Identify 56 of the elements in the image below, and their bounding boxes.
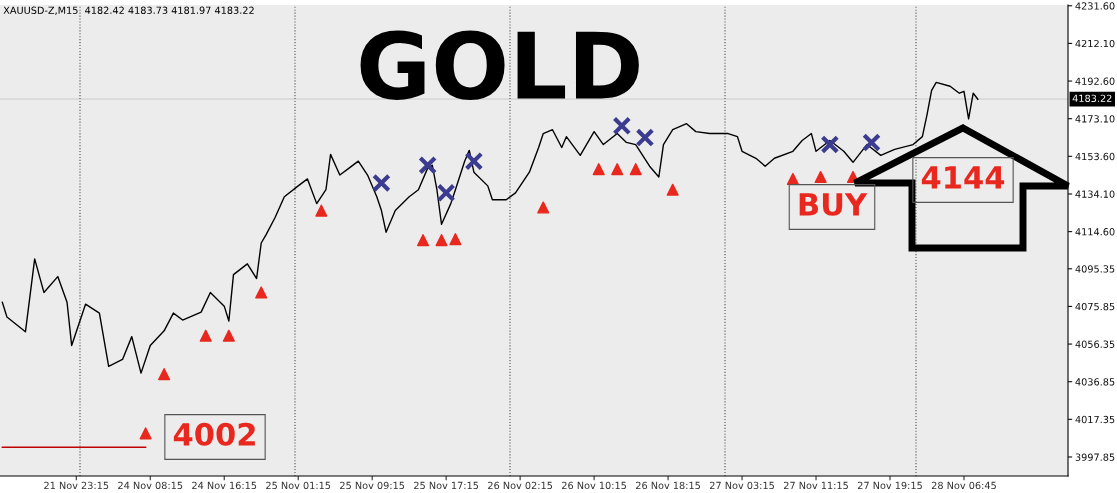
y-tick-label: 4056.35 (1075, 340, 1115, 348)
point (372, 173, 391, 193)
point (611, 163, 624, 176)
point (449, 233, 462, 246)
point (464, 151, 484, 171)
annotation: BUY (799, 193, 868, 216)
x-tick-label: 21 Nov 23:15 (44, 481, 109, 490)
x-tick-label: 27 Nov 11:15 (783, 481, 848, 490)
y-tick-label: 4114.60 (1075, 228, 1115, 236)
x-tick-label: 27 Nov 19:15 (857, 481, 922, 490)
point (418, 155, 438, 175)
y-tick-label: 4231.60 (1075, 2, 1115, 10)
y-tick-label: 4173.10 (1075, 115, 1115, 123)
annotation: 4002 (173, 422, 255, 446)
point (436, 183, 456, 203)
point (537, 201, 550, 214)
point (862, 133, 881, 152)
point (814, 170, 827, 184)
x-tick-label: 25 Nov 09:15 (340, 481, 405, 490)
point (629, 163, 642, 176)
point (139, 427, 152, 440)
point (222, 329, 235, 342)
y-tick-label: 4017.35 (1075, 415, 1115, 424)
x-tick-label: 26 Nov 10:15 (562, 481, 627, 490)
x-tick-label: 25 Nov 01:15 (266, 481, 331, 490)
x-tick-label: 25 Nov 17:15 (414, 481, 479, 490)
x-tick-label: 28 Nov 06:45 (931, 481, 996, 490)
point (635, 128, 655, 147)
point (158, 368, 171, 381)
point (612, 116, 632, 136)
x-tick-label: 27 Nov 03:15 (709, 481, 774, 490)
point (255, 286, 268, 299)
y-tick-label: 4075.85 (1075, 302, 1115, 311)
ref-line-label: 4183.22 (1072, 94, 1112, 102)
point (820, 135, 840, 154)
annotation: XAUUSD-Z,M15 4182.42 4183.73 4181.97 4183.22 (3, 6, 254, 15)
x-tick-label: 24 Nov 16:15 (192, 481, 257, 490)
point (592, 163, 605, 176)
y-tick-label: 4134.10 (1075, 190, 1115, 198)
point (199, 329, 212, 342)
point (435, 234, 448, 247)
point (786, 172, 799, 185)
chart-title: GOLD (360, 30, 639, 100)
y-tick-label: 4153.60 (1075, 152, 1115, 161)
annotation: 4144 (921, 166, 1005, 189)
y-tick-label: 4212.10 (1075, 39, 1115, 48)
x-tick-label: 26 Nov 02:15 (488, 481, 553, 490)
point (416, 234, 430, 247)
y-tick-label: 4192.60 (1075, 77, 1115, 85)
x-tick-label: 24 Nov 08:15 (118, 481, 183, 490)
point (666, 183, 679, 196)
y-tick-label: 4036.85 (1075, 378, 1115, 386)
y-tick-label: 3997.85 (1075, 453, 1115, 461)
y-tick-label: 4095.35 (1075, 265, 1115, 273)
point (315, 204, 328, 217)
x-tick-label: 26 Nov 18:15 (636, 481, 700, 490)
